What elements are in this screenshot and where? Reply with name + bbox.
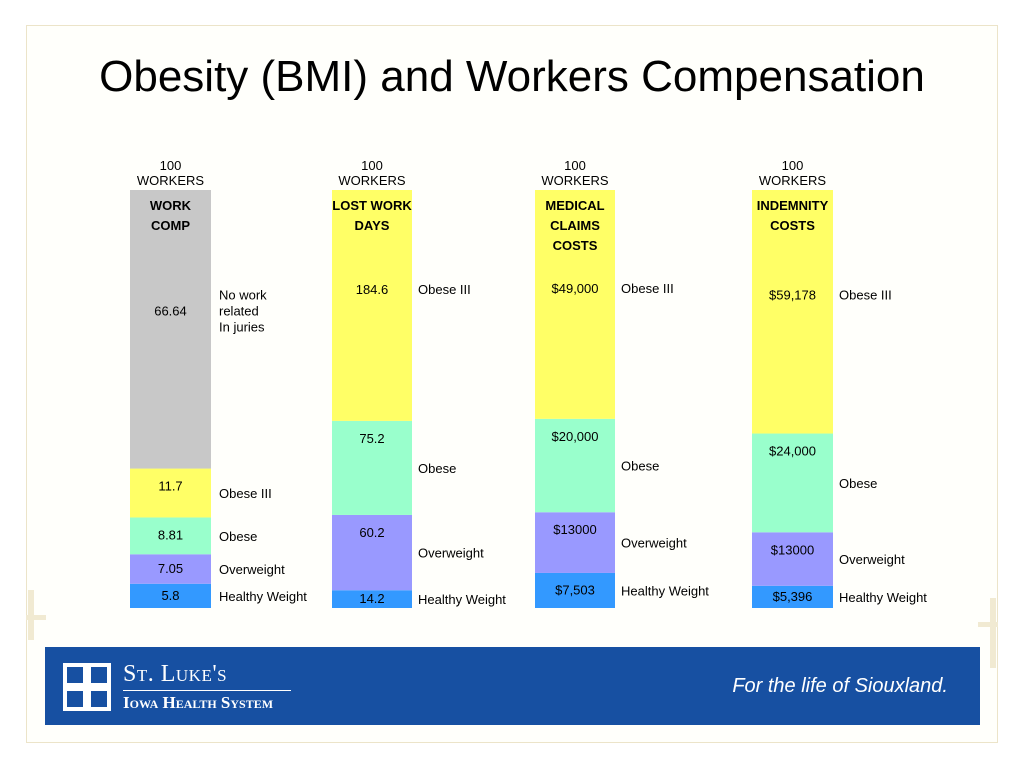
segment-category-label: Obese <box>621 459 659 474</box>
bar-title-line: COSTS <box>553 238 598 253</box>
segment-value-label: $24,000 <box>769 444 816 459</box>
bar-segment <box>752 585 833 608</box>
segment-value-label: 11.7 <box>158 479 182 494</box>
right-ornament-bar <box>978 622 998 627</box>
bar-title-line: MEDICAL <box>545 198 604 213</box>
footer-banner: St. Luke's Iowa Health System For the li… <box>45 647 980 725</box>
segment-value-label: $7,503 <box>555 582 595 597</box>
segment-category-label: Overweight <box>418 546 484 561</box>
bar-segment <box>332 514 412 591</box>
bar-segment <box>535 512 615 573</box>
segment-value-label: $49,000 <box>552 281 599 296</box>
segment-value-label: 66.64 <box>154 303 187 318</box>
bar-segment <box>332 190 412 421</box>
hospital-cross-logo-icon <box>63 663 111 711</box>
segment-category-label: In juries <box>219 319 265 334</box>
segment-category-label: Obese III <box>839 288 892 303</box>
segment-category-label: Obese <box>839 476 877 491</box>
bar-segment <box>752 532 833 586</box>
left-ornament-post <box>28 590 34 640</box>
org-name: St. Luke's <box>123 661 228 687</box>
segment-category-label: Obese III <box>621 281 674 296</box>
bar-title-line: COMP <box>151 218 190 233</box>
bar-segment <box>535 418 615 513</box>
segment-category-label: Overweight <box>621 536 687 551</box>
chart-header-line: 100 <box>782 158 804 173</box>
bar-segment <box>130 190 211 469</box>
segment-category-label: Obese III <box>219 486 272 501</box>
segment-value-label: $13000 <box>553 522 596 537</box>
slide-title: Obesity (BMI) and Workers Compensation <box>99 52 925 101</box>
segment-category-label: Overweight <box>219 562 285 577</box>
segment-category-label: Obese III <box>418 282 471 297</box>
bar-title-line: INDEMNITY <box>757 198 829 213</box>
bar-segment <box>130 583 211 608</box>
bar-title-line: DAYS <box>355 218 390 233</box>
logo-divider <box>123 690 291 691</box>
segment-category-label: Healthy Weight <box>621 583 709 598</box>
left-ornament-bar <box>26 615 46 620</box>
segment-category-label: Overweight <box>839 552 905 567</box>
right-ornament-post <box>990 598 996 668</box>
chart-header-line: WORKERS <box>137 173 205 188</box>
bar-segment <box>130 468 211 518</box>
chart-header-line: WORKERS <box>541 173 609 188</box>
segment-category-label: Healthy Weight <box>839 590 927 605</box>
segment-category-label: Healthy Weight <box>418 592 506 607</box>
bar-title-line: LOST WORK <box>332 198 412 213</box>
segment-value-label: 7.05 <box>158 561 183 576</box>
segment-value-label: $13000 <box>771 542 814 557</box>
segment-category-label: related <box>219 303 259 318</box>
segment-category-label: Obese <box>418 461 456 476</box>
bar-segment <box>752 433 833 533</box>
segment-value-label: $5,396 <box>773 589 813 604</box>
bar-segment <box>332 420 412 515</box>
segment-value-label: 8.81 <box>158 527 183 542</box>
bar-segment <box>535 190 615 419</box>
segment-value-label: 60.2 <box>359 525 384 540</box>
bar-segment <box>752 190 833 434</box>
segment-value-label: $20,000 <box>552 429 599 444</box>
bar-segment <box>332 590 412 608</box>
segment-category-label: Healthy Weight <box>219 589 307 604</box>
org-system: Iowa Health System <box>123 693 274 712</box>
bar-segment <box>535 572 615 608</box>
segment-value-label: 75.2 <box>359 431 384 446</box>
chart-header-line: WORKERS <box>759 173 827 188</box>
segment-value-label: 14.2 <box>359 591 384 606</box>
bar-title-line: CLAIMS <box>550 218 600 233</box>
segment-value-label: $59,178 <box>769 288 816 303</box>
segment-category-label: No work <box>219 287 267 302</box>
bar-segment <box>130 554 211 584</box>
chart-header-line: WORKERS <box>338 173 406 188</box>
bar-title-line: COSTS <box>770 218 815 233</box>
chart-header-line: 100 <box>564 158 586 173</box>
segment-value-label: 5.8 <box>161 588 179 603</box>
chart-header-line: 100 <box>361 158 383 173</box>
chart-header-line: 100 <box>160 158 182 173</box>
segment-category-label: Obese <box>219 529 257 544</box>
bar-segment <box>130 517 211 555</box>
tagline: For the life of Siouxland. <box>732 675 948 697</box>
segment-value-label: 184.6 <box>356 282 389 297</box>
bar-title-line: WORK <box>150 198 192 213</box>
